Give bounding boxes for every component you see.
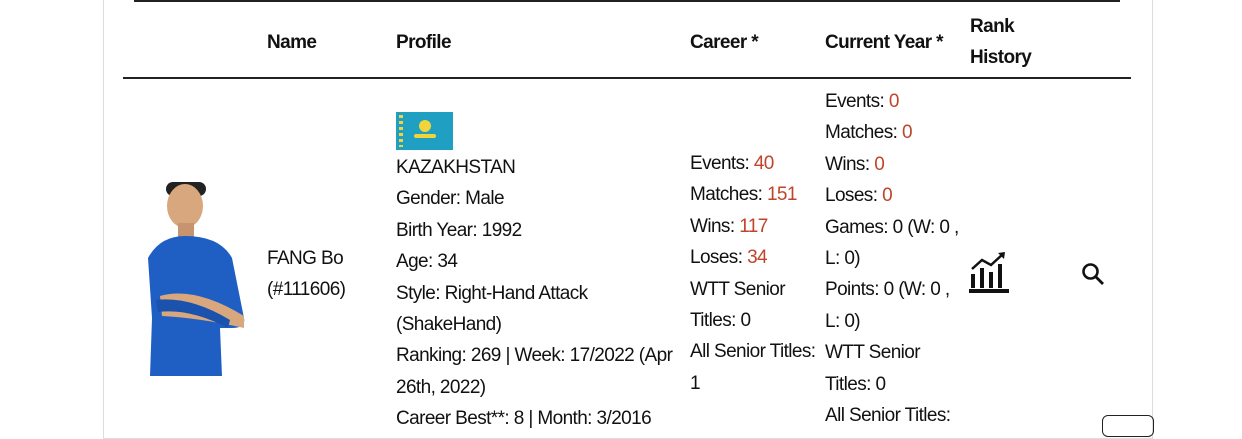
header-profile: Profile [396,32,452,53]
header-current-year: Current Year * [825,32,944,53]
career-cell: Events: 40 Matches: 151 Wins: 117 Loses:… [690,148,816,399]
style-grip: (ShakeHand) [396,314,502,336]
career-wins: Wins: 117 [690,215,768,237]
career-best: Career Best**: 8 | Month: 3/2016 [396,408,652,430]
style: Style: Right-Hand Attack [396,282,588,304]
cy-wtt: WTT Senior [825,342,921,364]
cy-games-l: L: 0) [825,248,861,270]
career-all-senior-count: 1 [690,372,701,394]
cy-wins: Wins: 0 [825,153,885,175]
career-wtt: WTT Senior [690,278,786,300]
cy-events: Events: 0 [825,91,899,112]
career-loses: Loses: 34 [690,247,768,269]
career-all-senior: All Senior Titles: [690,341,816,363]
header-career: Career * [690,32,759,53]
kazakhstan-flag-icon [396,112,453,150]
country: KAZAKHSTAN [396,157,516,178]
header-rank-history: Rank History [970,16,1032,68]
header-divider [123,77,1131,79]
chart-trend-icon[interactable] [968,252,1012,294]
search-icon[interactable] [1081,262,1105,286]
birth-year: Birth Year: 1992 [396,219,522,241]
scroll-top-button[interactable] [1102,415,1154,437]
divider [134,0,1120,2]
cy-games: Games: 0 (W: 0 , [825,216,959,238]
current-year-cell: Events: 0 Matches: 0 Wins: 0 Loses: 0 Ga… [825,86,959,431]
player-photo [148,182,245,376]
cy-wtt-titles: Titles: 0 [825,373,886,395]
age: Age: 34 [396,251,458,273]
ranking-date: 26th, 2022) [396,376,486,398]
cy-loses: Loses: 0 [825,185,893,207]
header-name: Name [267,32,317,53]
gender: Gender: Male [396,188,505,210]
ranking: Ranking: 269 | Week: 17/2022 (Apr [396,345,673,367]
profile-cell: KAZAKHSTAN Gender: Male Birth Year: 1992… [396,112,673,435]
career-events: Events: 40 [690,153,774,174]
cy-points-l: L: 0) [825,310,861,332]
player-name[interactable]: FANG Bo [267,248,344,269]
cy-matches: Matches: 0 [825,122,913,144]
career-matches: Matches: 151 [690,184,797,206]
player-name-cell: FANG Bo (#111606) [267,243,346,306]
career-wtt-titles: Titles: 0 [690,310,751,332]
cy-all-senior: All Senior Titles: [825,405,951,427]
cy-points: Points: 0 (W: 0 , [825,279,950,301]
player-id: (#111606) [267,279,346,301]
